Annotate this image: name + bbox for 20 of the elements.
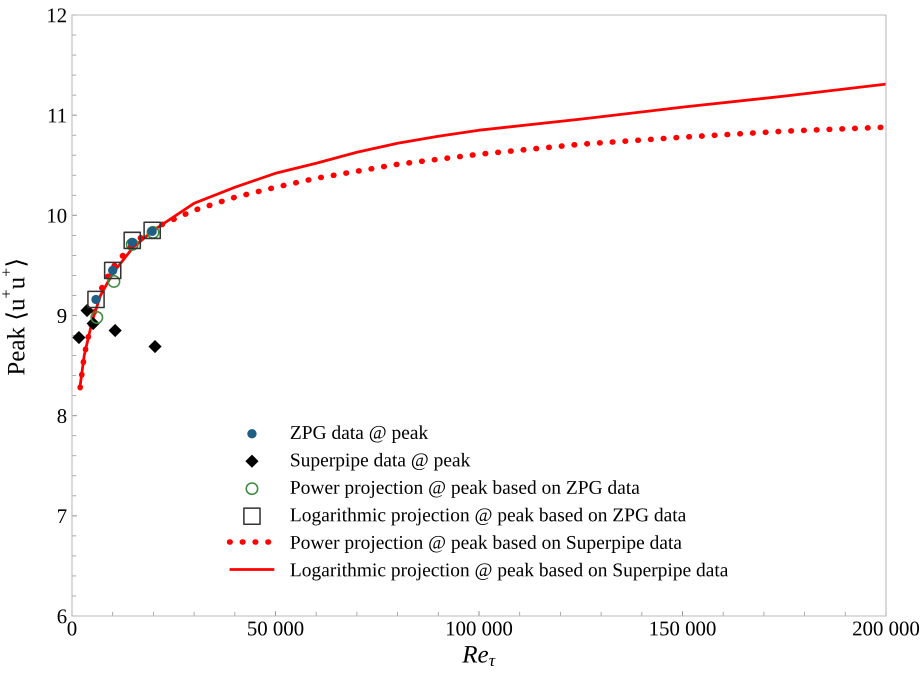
legend-label: Power projection @ peak based on ZPG data [290, 480, 640, 498]
x-tick-label: 200 000 [853, 621, 920, 636]
x-tick-label: 50 000 [248, 621, 304, 636]
y-tick-label: 12 [48, 8, 66, 22]
legend-label: Power projection @ peak based on Superpipe data [290, 535, 682, 553]
x-tick-label: 150 000 [650, 621, 716, 636]
x-axis-title: Re$_{τ}$ [462, 646, 496, 666]
x-tick-label: 100 000 [446, 621, 512, 636]
legend-label: Logarithmic projection @ peak based on Superpipe data [290, 562, 728, 580]
y-axis-title: Peak ⟨u+u+⟩ [2, 260, 28, 375]
y-tick-label: 8 [58, 409, 66, 424]
y-tick-label: 6 [58, 609, 67, 624]
y-tick-label: 7 [58, 509, 67, 524]
y-tick-label: 11 [48, 108, 66, 122]
x-tick-label: 0 [68, 621, 76, 636]
legend-label: Superpipe data @ peak [291, 452, 470, 470]
legend-label: Logarithmic projection @ peak based on ZPG data [290, 508, 686, 526]
legend-label: ZPG data @ peak [290, 425, 428, 443]
y-tick-label: 9 [57, 308, 66, 323]
y-tick-label: 10 [48, 208, 66, 223]
